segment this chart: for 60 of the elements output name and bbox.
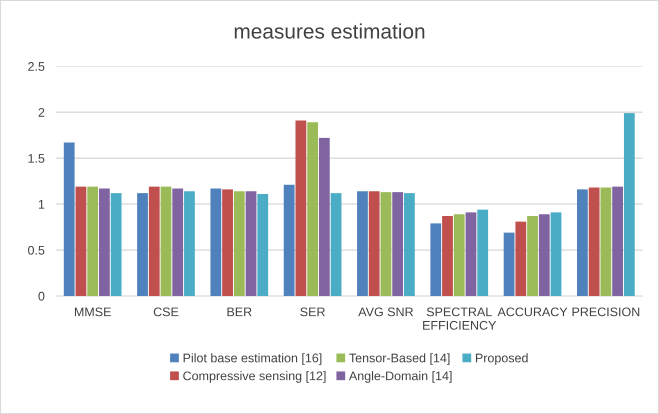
bar xyxy=(624,113,635,296)
x-tick-label: PRECISION xyxy=(572,307,640,316)
legend-label: Tensor-Based [14] xyxy=(349,353,450,365)
bar xyxy=(222,189,233,296)
bar xyxy=(392,192,404,296)
x-tick-label: AVG SNR xyxy=(358,307,414,316)
bar xyxy=(99,188,110,296)
bar xyxy=(160,186,172,296)
bar xyxy=(172,188,184,296)
x-tick-label: MMSE xyxy=(74,307,111,316)
chart-title: measures estimation xyxy=(234,23,424,39)
legend-label: Angle-Domain [14] xyxy=(348,371,452,383)
legend-label: Proposed xyxy=(476,353,528,365)
bar xyxy=(430,223,442,296)
bar xyxy=(76,186,86,296)
bar xyxy=(246,191,256,296)
y-tick-label: 2 xyxy=(38,108,44,117)
bar xyxy=(442,216,453,296)
bar xyxy=(318,138,330,296)
y-tick-label: 2.5 xyxy=(28,62,44,71)
bar xyxy=(357,191,368,296)
bar xyxy=(210,188,222,296)
bar xyxy=(577,189,588,296)
bar xyxy=(404,193,415,296)
bar xyxy=(550,212,562,296)
bar xyxy=(538,214,550,296)
bar xyxy=(64,142,75,296)
bar xyxy=(368,191,380,296)
bar xyxy=(527,216,538,296)
y-tick-label: 0 xyxy=(38,292,44,301)
legend-label: Compressive sensing [12] xyxy=(183,371,326,383)
bar xyxy=(454,214,465,296)
bar xyxy=(477,210,488,296)
bar xyxy=(307,122,318,296)
bar xyxy=(148,186,160,296)
bar xyxy=(330,193,342,296)
bar xyxy=(380,192,392,296)
bar xyxy=(110,193,122,296)
x-tick-label: CSE xyxy=(154,307,178,316)
x-tick-label: SPECTRAL EFFICIENCY xyxy=(423,307,496,330)
bar xyxy=(588,188,600,296)
x-tick-label: SER xyxy=(300,307,325,316)
bar xyxy=(137,193,148,296)
bar xyxy=(504,232,514,296)
x-tick-label: BER xyxy=(227,308,252,316)
legend-label: Pilot base estimation [16] xyxy=(184,353,322,365)
bar xyxy=(184,191,195,296)
bar xyxy=(257,194,268,296)
x-tick-label: ACCURACY xyxy=(498,307,568,316)
y-tick-label: 1 xyxy=(38,200,44,209)
bar xyxy=(612,186,623,296)
bar xyxy=(600,188,612,296)
bar xyxy=(466,212,476,296)
bar xyxy=(515,222,526,296)
bar xyxy=(87,186,98,296)
bar xyxy=(284,184,295,296)
y-tick-label: 0.5 xyxy=(28,246,44,255)
bar xyxy=(295,120,306,296)
y-tick-label: 1.5 xyxy=(28,154,44,163)
bar xyxy=(234,191,245,296)
